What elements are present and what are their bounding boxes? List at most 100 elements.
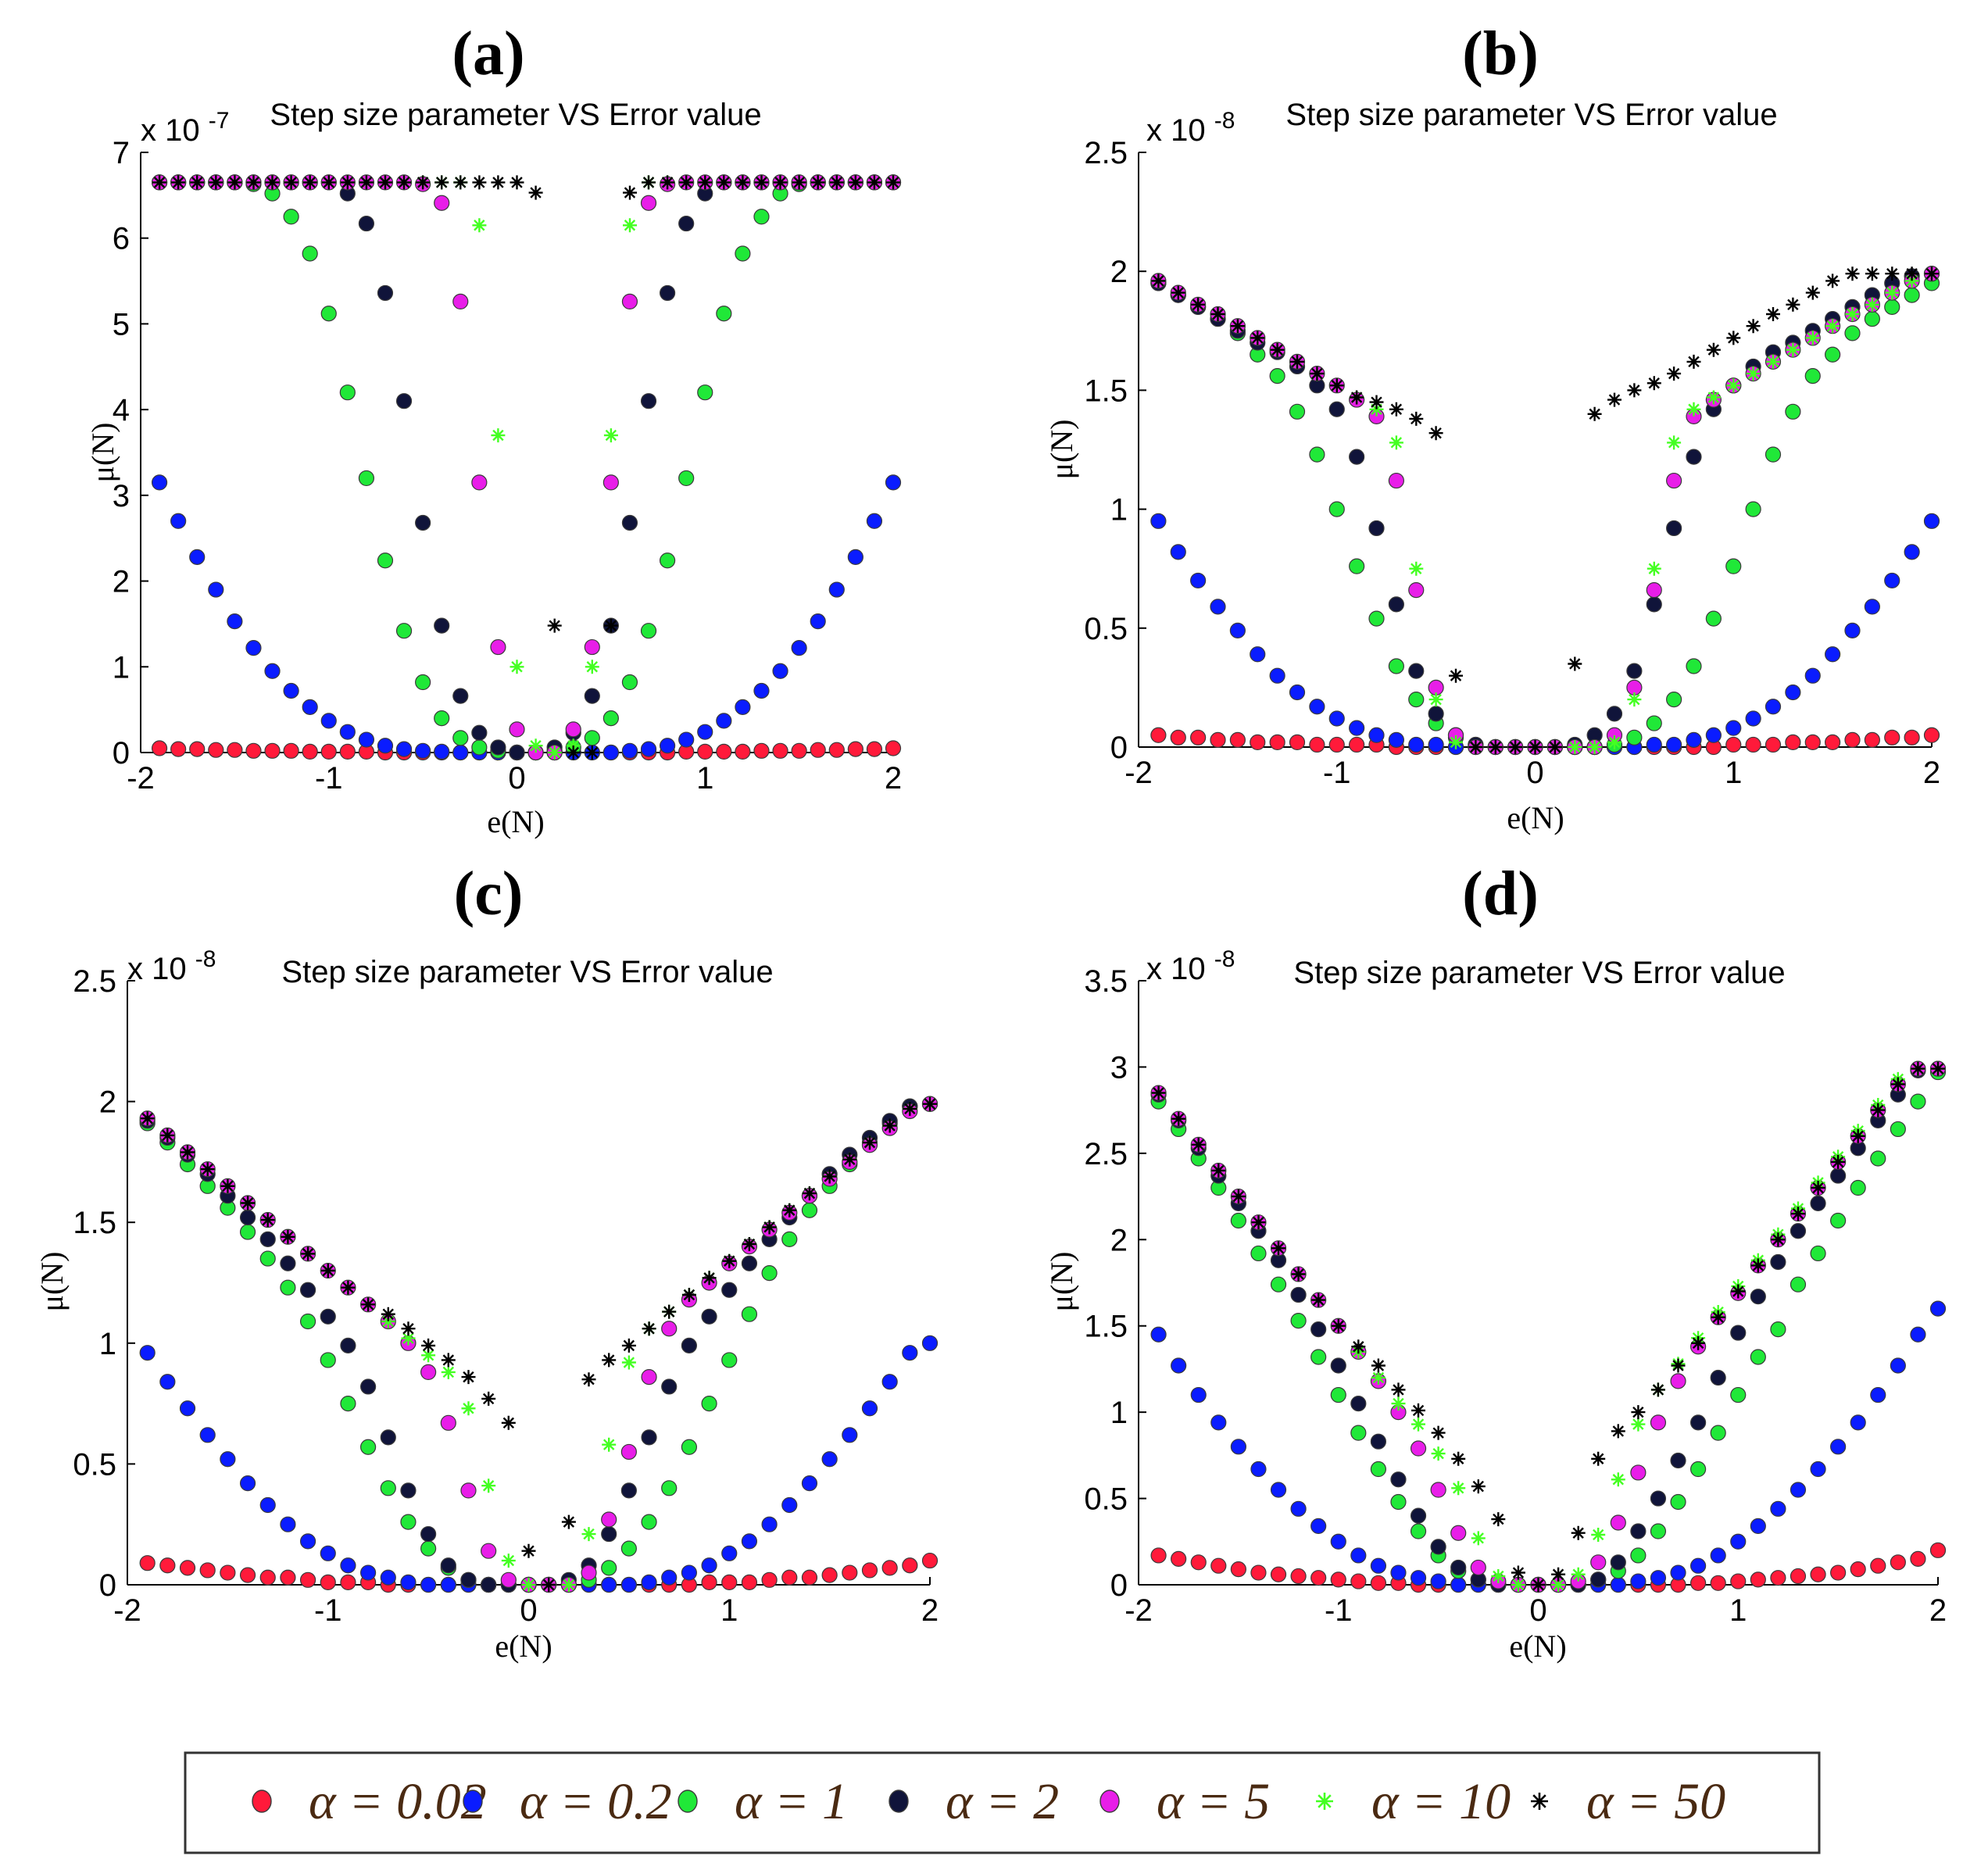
- data-point: [1409, 561, 1424, 576]
- data-point: [1725, 736, 1742, 753]
- data-point: [792, 175, 806, 190]
- data-point: [434, 710, 450, 727]
- data-point: [1750, 1258, 1765, 1273]
- x-tick-label: -2: [113, 1593, 141, 1628]
- series-10: [1151, 1061, 1945, 1592]
- data-point: [1171, 285, 1185, 300]
- data-point: [420, 1525, 437, 1543]
- data-point: [721, 1545, 738, 1561]
- data-point: [1804, 368, 1821, 384]
- data-point: [661, 1480, 678, 1496]
- series-0.2: [1150, 1300, 1947, 1593]
- data-point: [1431, 1425, 1446, 1440]
- data-point: [490, 638, 506, 656]
- data-point: [339, 743, 356, 760]
- data-point: [434, 743, 450, 760]
- data-point: [620, 1482, 637, 1499]
- data-point: [1329, 378, 1344, 393]
- series-0.2: [1150, 513, 1940, 756]
- data-point: [603, 428, 618, 443]
- x-tick-label: 1: [696, 761, 713, 796]
- y-tick-label: 3: [113, 479, 130, 513]
- data-point: [1750, 1518, 1766, 1535]
- data-point: [159, 1557, 176, 1574]
- data-point: [641, 1574, 657, 1591]
- data-point: [283, 682, 299, 699]
- data-point: [1450, 1576, 1467, 1593]
- data-point: [420, 1364, 437, 1381]
- data-point: [847, 741, 863, 757]
- data-point: [360, 1439, 377, 1455]
- data-point: [701, 1395, 717, 1412]
- data-point: [1428, 736, 1444, 753]
- data-point: [721, 1352, 738, 1368]
- y-tick-label: 1: [1110, 493, 1128, 527]
- data-point: [1370, 1557, 1387, 1574]
- data-point: [528, 185, 543, 200]
- data-point: [1765, 736, 1782, 753]
- data-point: [761, 1265, 778, 1282]
- data-point: [139, 1555, 156, 1571]
- data-point: [259, 1496, 276, 1514]
- data-point: [200, 1162, 215, 1177]
- data-point: [472, 175, 487, 190]
- data-point: [842, 1152, 857, 1167]
- data-point: [1468, 740, 1483, 754]
- data-point: [1845, 266, 1860, 281]
- data-point: [1150, 513, 1167, 529]
- data-point: [509, 744, 525, 761]
- y-tick-label: 6: [113, 222, 130, 256]
- data-point: [1289, 684, 1306, 701]
- data-point: [1610, 1554, 1626, 1571]
- data-point: [1309, 736, 1325, 753]
- series-10: [1151, 266, 1939, 754]
- data-point: [1666, 692, 1682, 708]
- data-point: [360, 1378, 377, 1395]
- chart-title: Step size parameter VS Error value: [1285, 98, 1777, 132]
- data-point: [1865, 266, 1879, 281]
- data-point: [1844, 622, 1861, 638]
- data-point: [1330, 1357, 1346, 1374]
- data-point: [1390, 1471, 1407, 1488]
- data-point: [1450, 1525, 1467, 1541]
- data-point: [1410, 1440, 1427, 1457]
- data-point: [1785, 684, 1801, 701]
- data-point: [1647, 376, 1661, 391]
- data-point: [1291, 1267, 1306, 1282]
- data-point: [1309, 699, 1325, 715]
- data-point: [1368, 610, 1385, 627]
- data-point: [1511, 1578, 1525, 1592]
- data-point: [1770, 1570, 1786, 1586]
- data-point: [1805, 331, 1820, 345]
- data-point: [500, 1571, 517, 1588]
- data-point: [189, 549, 206, 565]
- data-point: [1349, 736, 1365, 753]
- legend-label: α = 10: [1371, 1773, 1511, 1830]
- data-point: [881, 1560, 898, 1576]
- data-point: [227, 613, 243, 630]
- data-point: [1825, 346, 1841, 363]
- data-point: [1825, 734, 1841, 751]
- data-point: [842, 1564, 858, 1581]
- data-point: [1409, 411, 1424, 426]
- y-tick-label: 0: [113, 736, 130, 771]
- data-point: [415, 514, 431, 531]
- data-point: [360, 1564, 377, 1581]
- data-point: [681, 1337, 698, 1353]
- data-point: [623, 185, 637, 200]
- data-point: [1810, 1245, 1826, 1262]
- data-point: [791, 742, 807, 759]
- data-point: [1250, 1461, 1267, 1478]
- data-point: [1408, 581, 1425, 599]
- data-point: [581, 1527, 596, 1542]
- series-50: [1151, 266, 1939, 754]
- data-point: [1670, 1564, 1686, 1581]
- axis-exponent-power: -8: [1214, 946, 1235, 972]
- data-point: [772, 742, 788, 759]
- axis-exponent-power: -8: [1214, 108, 1235, 134]
- data-point: [1251, 1215, 1266, 1230]
- data-point: [1551, 1567, 1566, 1582]
- data-point: [1451, 1481, 1466, 1496]
- data-point: [1831, 1154, 1846, 1169]
